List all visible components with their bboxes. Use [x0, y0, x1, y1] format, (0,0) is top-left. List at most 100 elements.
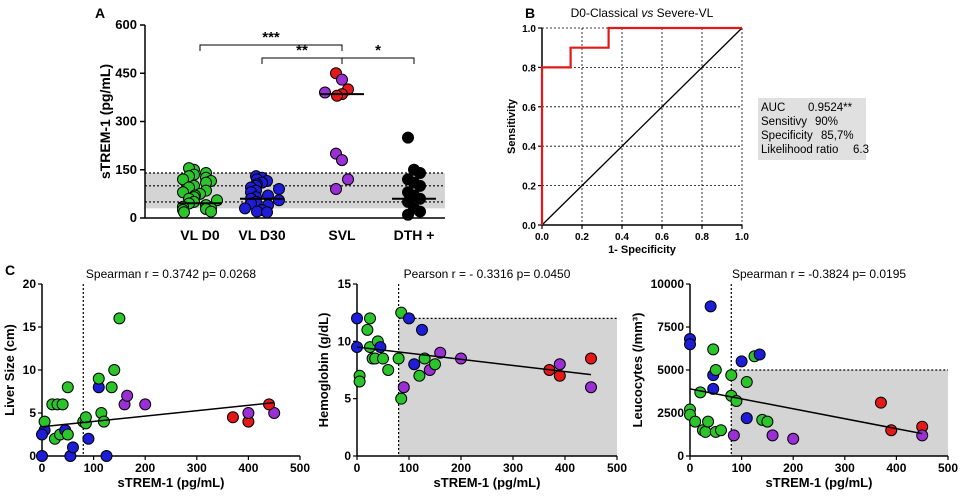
y-tick-label: 5	[29, 406, 36, 420]
y-tick-label: 10	[23, 363, 37, 377]
data-point	[336, 73, 348, 86]
x-tick-label: 400	[555, 461, 575, 475]
stat-label: Sensitivy	[761, 116, 807, 128]
x-tick-label: 0	[687, 461, 694, 475]
data-point	[392, 352, 405, 365]
data-point	[273, 183, 285, 196]
data-point	[585, 381, 597, 394]
regression-line	[689, 388, 923, 435]
data-point	[242, 407, 255, 419]
y-axis-label: Sensitivity	[506, 98, 518, 154]
x-tick-label: 0.8	[695, 232, 709, 243]
data-point	[395, 392, 408, 405]
y-tick-label: 300	[115, 114, 137, 129]
title-part: Severe-VL	[653, 6, 713, 20]
data-point	[377, 352, 389, 365]
roc-curve	[540, 26, 742, 225]
y-tick-label: 150	[115, 162, 137, 177]
data-point	[273, 194, 285, 207]
data-point	[402, 208, 414, 221]
x-tick-label: 0	[354, 461, 361, 475]
data-point	[397, 381, 410, 394]
y-tick-label: 0.4	[522, 142, 536, 153]
data-point	[336, 154, 348, 167]
data-point	[766, 429, 779, 442]
x-tick-label: 0.4	[615, 232, 629, 243]
x-category-label: SVL	[328, 227, 356, 243]
x-tick-label: 200	[135, 461, 155, 475]
shaded-region	[398, 318, 617, 456]
y-tick-label: 0	[29, 449, 36, 463]
data-point	[916, 429, 929, 442]
data-point	[684, 338, 696, 351]
data-point	[429, 358, 441, 371]
y-tick-label: 15	[338, 277, 352, 291]
stat-value: 6.3	[853, 144, 869, 156]
y-tick-label: 0.2	[522, 182, 536, 193]
significance-label: **	[296, 42, 308, 59]
x-tick-label: 500	[607, 461, 627, 475]
panel-label-b: B	[525, 5, 535, 21]
y-axis-label: Liver Size (cm)	[2, 324, 17, 416]
data-point	[699, 425, 712, 438]
data-point	[82, 432, 95, 445]
y-tick-label: 0.8	[522, 63, 536, 74]
y-tick-label: 600	[115, 17, 137, 32]
regression-line	[41, 401, 275, 428]
data-point	[353, 375, 366, 388]
data-point	[874, 396, 887, 409]
data-point	[414, 179, 426, 192]
data-point	[331, 89, 343, 102]
data-point	[414, 166, 426, 179]
data-point	[408, 358, 421, 371]
data-point	[239, 202, 251, 215]
stats-box	[758, 98, 866, 160]
data-point	[740, 412, 753, 425]
panel-b-roc-chart: 0.0 0.2 0.4 0.6 0.8 1.0 0.0 0.2 0.4 0.6 0.8 1.0 1- S…	[506, 6, 869, 256]
data-point	[100, 450, 113, 462]
panel-label-a: A	[95, 5, 105, 21]
x-tick-label: 300	[503, 461, 523, 475]
data-point	[263, 398, 276, 411]
chart-title: Spearman r = -0.3824 p= 0.0195	[732, 267, 906, 281]
data-point	[226, 411, 239, 424]
data-point	[36, 428, 48, 441]
data-point	[319, 86, 331, 99]
x-tick-label: 200	[451, 461, 471, 475]
data-point	[351, 312, 363, 325]
data-point	[108, 364, 121, 376]
y-tick-label: 5	[344, 392, 351, 406]
y-tick-label: 0.6	[522, 103, 536, 114]
x-axis-label: sTREM-1 (pg/mL)	[766, 475, 873, 490]
data-point	[97, 415, 110, 428]
x-tick-label: 300	[835, 461, 855, 475]
significance-bracket	[341, 57, 415, 64]
significance-bracket	[199, 44, 343, 51]
data-point	[403, 312, 415, 325]
data-point	[361, 323, 374, 336]
regression-line	[356, 346, 592, 376]
data-point	[402, 131, 414, 144]
y-axis-label: Hemoglobin (g/dL)	[316, 313, 331, 428]
data-point	[725, 369, 738, 382]
diagonal-reference	[541, 27, 743, 226]
x-category-label: DTH +	[394, 227, 435, 243]
x-tick-label: 400	[238, 461, 258, 475]
y-tick-label: 20	[23, 277, 37, 291]
data-point	[382, 364, 395, 376]
data-point	[66, 441, 79, 454]
data-point	[342, 173, 354, 186]
data-point	[553, 358, 566, 371]
data-point	[434, 346, 447, 359]
significance-label: ***	[262, 29, 280, 46]
x-tick-label: 1.0	[735, 232, 749, 243]
x-tick-label: 0.2	[575, 232, 589, 243]
data-point	[113, 312, 126, 325]
x-tick-label: 300	[187, 461, 207, 475]
panel-c-leucocytes-chart: 0 100 200 300 400 500025005000750010000Spearm…	[630, 267, 958, 490]
data-point	[704, 300, 717, 313]
data-point	[178, 206, 190, 219]
data-point	[92, 372, 105, 385]
y-tick-label: 10000	[651, 277, 685, 291]
data-point	[416, 323, 428, 336]
